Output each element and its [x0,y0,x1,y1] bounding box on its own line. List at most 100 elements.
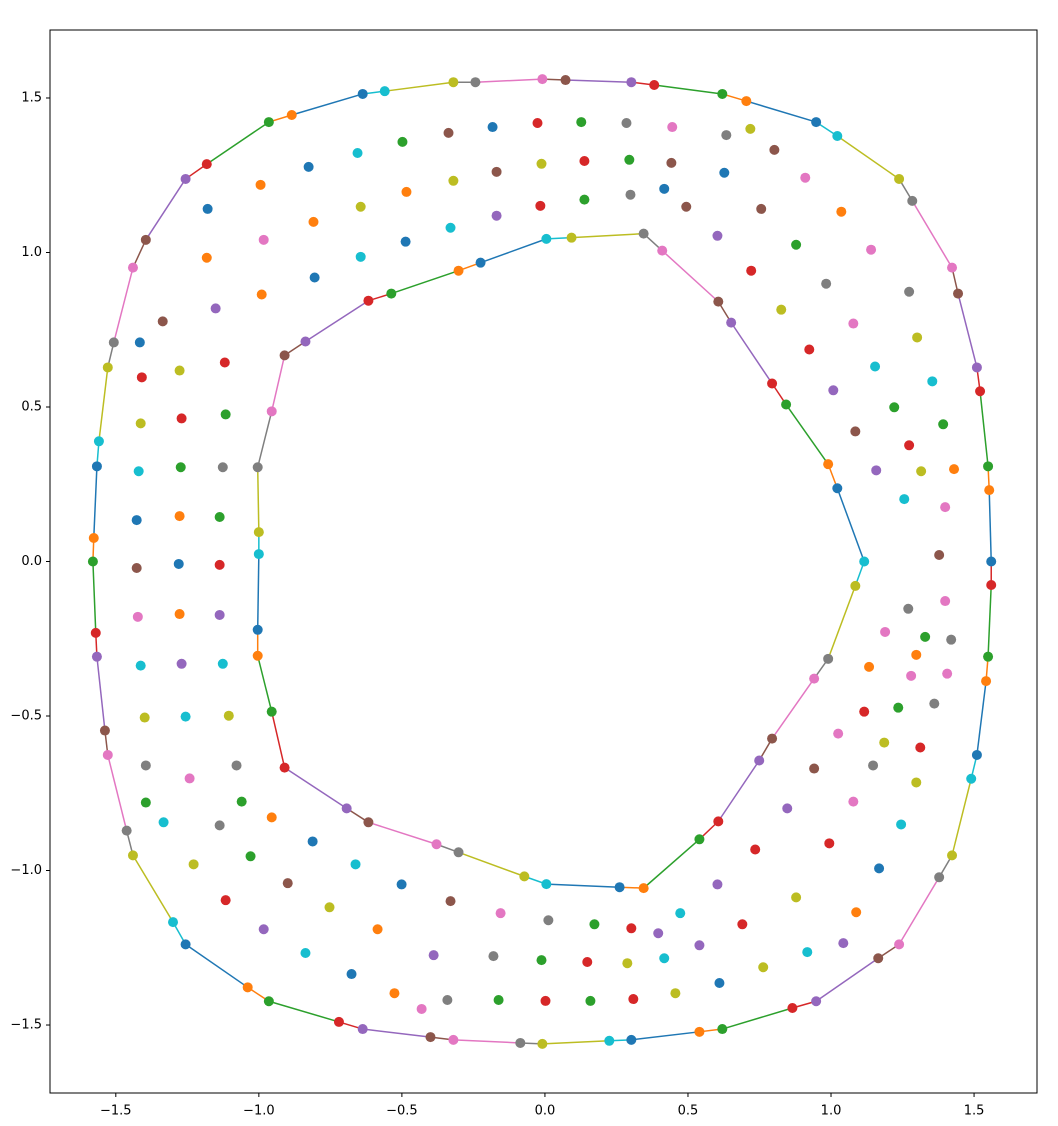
x-tick-label: −1.0 [243,1104,275,1119]
point [859,706,870,717]
point [201,252,212,263]
point [714,977,725,988]
loop-segment [988,490,992,562]
loop-segment [951,778,972,856]
point [737,919,748,930]
point [946,634,957,645]
loop-point [448,1034,459,1045]
loop-point [91,651,102,662]
loop-segment [631,1031,700,1041]
y-tick-label: 0.5 [21,399,42,414]
loop-segment [717,760,760,822]
point [838,938,849,949]
point [904,440,915,451]
loop-segment [976,680,987,756]
point [628,994,639,1005]
point [824,838,835,849]
loop-segment [256,554,260,630]
loop-point [252,462,263,473]
loop-segment [113,267,134,343]
point [282,878,293,889]
loop-segment [93,466,98,539]
point [927,376,938,387]
loop-segment [362,1028,431,1038]
loop-segment [643,838,700,889]
loop-point [657,245,668,256]
loop-segment [565,79,632,83]
loop-point [694,1026,705,1037]
loop-segment [785,404,829,465]
loop-point [242,982,253,993]
point [220,409,231,420]
loop-point [168,917,179,928]
loop-point [966,773,977,784]
point [131,515,142,526]
loop-point [649,80,660,91]
point [309,272,320,283]
loop-segment [836,488,865,562]
point [231,760,242,771]
loop-point [127,850,138,861]
loop-point [717,1024,728,1035]
point [131,562,142,573]
loop-point [811,117,822,128]
point [188,859,199,870]
point [670,988,681,999]
point [879,737,890,748]
point [893,702,904,713]
point [217,658,228,669]
loop-segment [836,135,900,180]
point [851,907,862,918]
loop-segment [132,239,147,268]
point [258,924,269,935]
point [750,844,761,855]
point [938,419,949,430]
loop-point [252,650,263,661]
point [174,609,185,620]
point [712,879,723,890]
loop-point [832,483,843,494]
point [443,127,454,138]
loop-point [859,556,870,567]
loop-point [102,749,113,760]
point [576,117,587,128]
loop-point [971,749,982,760]
point [589,919,600,930]
point [176,658,187,669]
loop-point [832,130,843,141]
loop-segment [185,943,249,988]
point [769,144,780,155]
point [308,216,319,227]
point [791,239,802,250]
point [659,183,670,194]
loop-point [341,803,352,814]
loop-point [91,461,102,472]
point [791,892,802,903]
point [776,304,787,315]
loop-segment [815,957,879,1002]
point [220,895,231,906]
loop-segment [475,78,543,83]
point [136,372,147,383]
point [625,189,636,200]
point [355,201,366,212]
point [782,803,793,814]
loop-point [431,839,442,850]
loop-segment [458,851,525,878]
point [929,698,940,709]
loop-segment [96,656,106,731]
point [850,426,861,437]
point [906,670,917,681]
point [758,962,769,973]
loop-point [333,1016,344,1027]
plot-frame [49,29,1038,1094]
point [350,859,361,870]
loop-point [983,461,994,472]
y-tick-label: 1.5 [21,90,42,105]
point [493,994,504,1005]
point [626,923,637,934]
loop-point [279,762,290,773]
loop-point [357,1024,368,1035]
point [180,711,191,722]
